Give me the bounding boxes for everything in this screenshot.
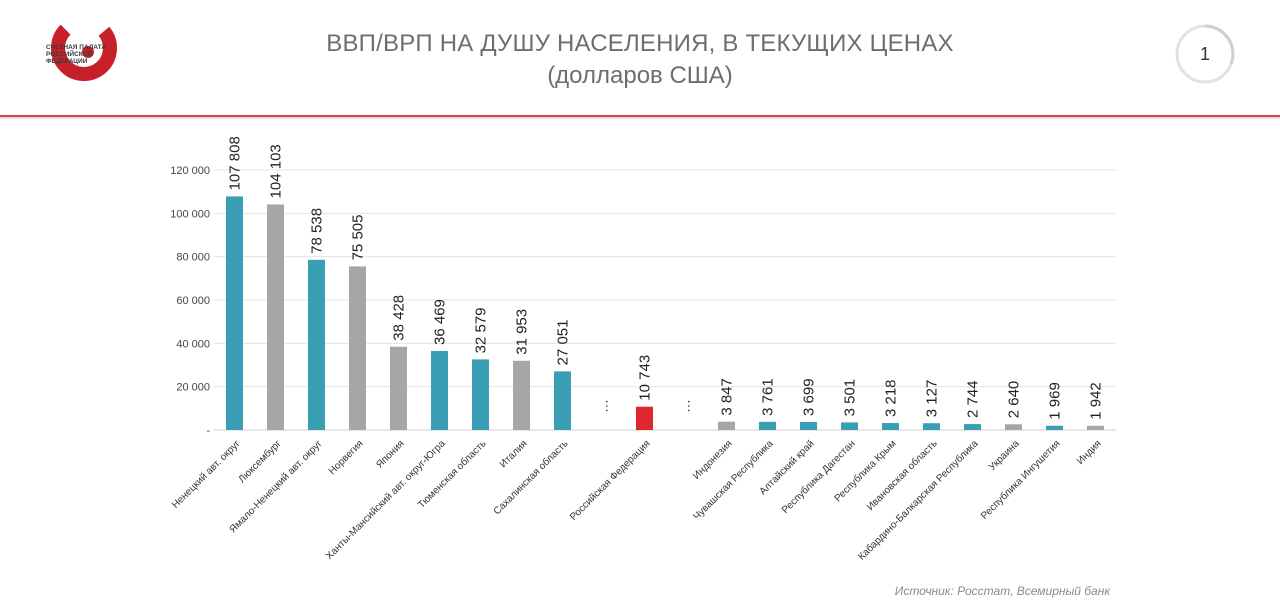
value-label: 10 743 bbox=[637, 355, 654, 401]
bar bbox=[1046, 425, 1063, 430]
y-tick-label: - bbox=[206, 425, 210, 437]
value-label: 3 699 bbox=[801, 378, 818, 416]
page-number: 1 bbox=[1199, 44, 1210, 64]
value-label: 32 579 bbox=[473, 308, 490, 354]
bar bbox=[1087, 425, 1104, 430]
y-tick-label: 60 000 bbox=[176, 295, 210, 307]
page-title: ВВП/ВРП НА ДУШУ НАСЕЛЕНИЯ, В ТЕКУЩИХ ЦЕН… bbox=[326, 30, 954, 57]
category-label: Италия bbox=[498, 438, 530, 470]
bar bbox=[513, 360, 530, 430]
category-label: Украина bbox=[987, 438, 1022, 473]
category-label: Российская Федерация bbox=[568, 438, 653, 523]
bar bbox=[226, 196, 243, 430]
y-tick-label: 80 000 bbox=[176, 252, 210, 264]
value-label: 3 761 bbox=[760, 378, 777, 416]
bar bbox=[841, 422, 858, 430]
bar bbox=[267, 204, 284, 430]
value-label: 36 469 bbox=[432, 299, 449, 345]
value-label: 27 051 bbox=[555, 319, 572, 365]
page-subtitle: (долларов США) bbox=[547, 62, 733, 89]
header-divider bbox=[0, 115, 1280, 117]
value-label: 107 808 bbox=[227, 136, 244, 190]
value-label: 75 505 bbox=[350, 215, 367, 261]
bar bbox=[923, 423, 940, 430]
category-label: Тюменская область bbox=[416, 438, 489, 511]
category-label: Сахалинская область bbox=[491, 438, 571, 518]
y-tick-label: 20 000 bbox=[176, 382, 210, 394]
gdp-per-capita-bar-chart: - 20 000 40 000 60 000 80 000 100 000 120 000 1… bbox=[170, 136, 1116, 563]
gap-marker: … bbox=[677, 399, 693, 413]
bar bbox=[1005, 424, 1022, 430]
category-label: Республика Дагестан bbox=[779, 438, 857, 516]
bar bbox=[431, 350, 448, 430]
bar bbox=[759, 421, 776, 430]
page-number-ring-icon bbox=[1175, 24, 1235, 84]
value-label: 1 969 bbox=[1047, 382, 1064, 420]
bar bbox=[472, 359, 489, 430]
bar bbox=[882, 423, 899, 430]
value-label: 2 744 bbox=[965, 381, 982, 419]
value-label: 31 953 bbox=[514, 309, 531, 355]
y-tick-label: 40 000 bbox=[176, 338, 210, 350]
category-label: Норвегия bbox=[327, 438, 366, 477]
y-tick-label: 120 000 bbox=[170, 165, 210, 177]
value-label: 3 847 bbox=[719, 378, 736, 416]
header-divider-shadow bbox=[0, 117, 1280, 120]
value-label: 78 538 bbox=[309, 208, 326, 254]
value-label: 1 942 bbox=[1088, 382, 1105, 420]
bar bbox=[308, 259, 325, 430]
category-label: Индия bbox=[1075, 438, 1104, 467]
value-label: 3 127 bbox=[924, 380, 941, 418]
logo-text: СЧЕТНАЯ ПАЛАТА РОССИЙСКОЙ ФЕДЕРАЦИИ bbox=[46, 44, 106, 66]
category-label: Ивановская область bbox=[864, 438, 939, 513]
bar bbox=[349, 266, 366, 430]
bar bbox=[636, 406, 653, 430]
value-label: 3 218 bbox=[883, 379, 900, 417]
gap-marker: … bbox=[595, 399, 611, 413]
category-label: Япония bbox=[374, 438, 406, 470]
value-label: 3 501 bbox=[842, 379, 859, 417]
category-label: Чувашская Республика bbox=[691, 437, 776, 522]
source-note: Источник: Росстат, Всемирный банк bbox=[894, 584, 1110, 598]
category-label: Ненецкий авт. округ bbox=[170, 438, 243, 511]
bar bbox=[718, 421, 735, 430]
bar bbox=[554, 371, 571, 430]
bar bbox=[800, 421, 817, 430]
value-label: 38 428 bbox=[391, 295, 408, 341]
category-label: Индонезия bbox=[691, 438, 735, 482]
logo-inner-dot-icon bbox=[82, 46, 94, 58]
accounts-chamber-logo bbox=[51, 15, 117, 81]
bar bbox=[390, 346, 407, 430]
category-label: Республика Ингушетия bbox=[978, 438, 1062, 522]
value-label: 2 640 bbox=[1006, 381, 1023, 419]
value-label: 104 103 bbox=[268, 144, 285, 198]
y-tick-label: 100 000 bbox=[170, 208, 210, 220]
bar bbox=[964, 424, 981, 430]
